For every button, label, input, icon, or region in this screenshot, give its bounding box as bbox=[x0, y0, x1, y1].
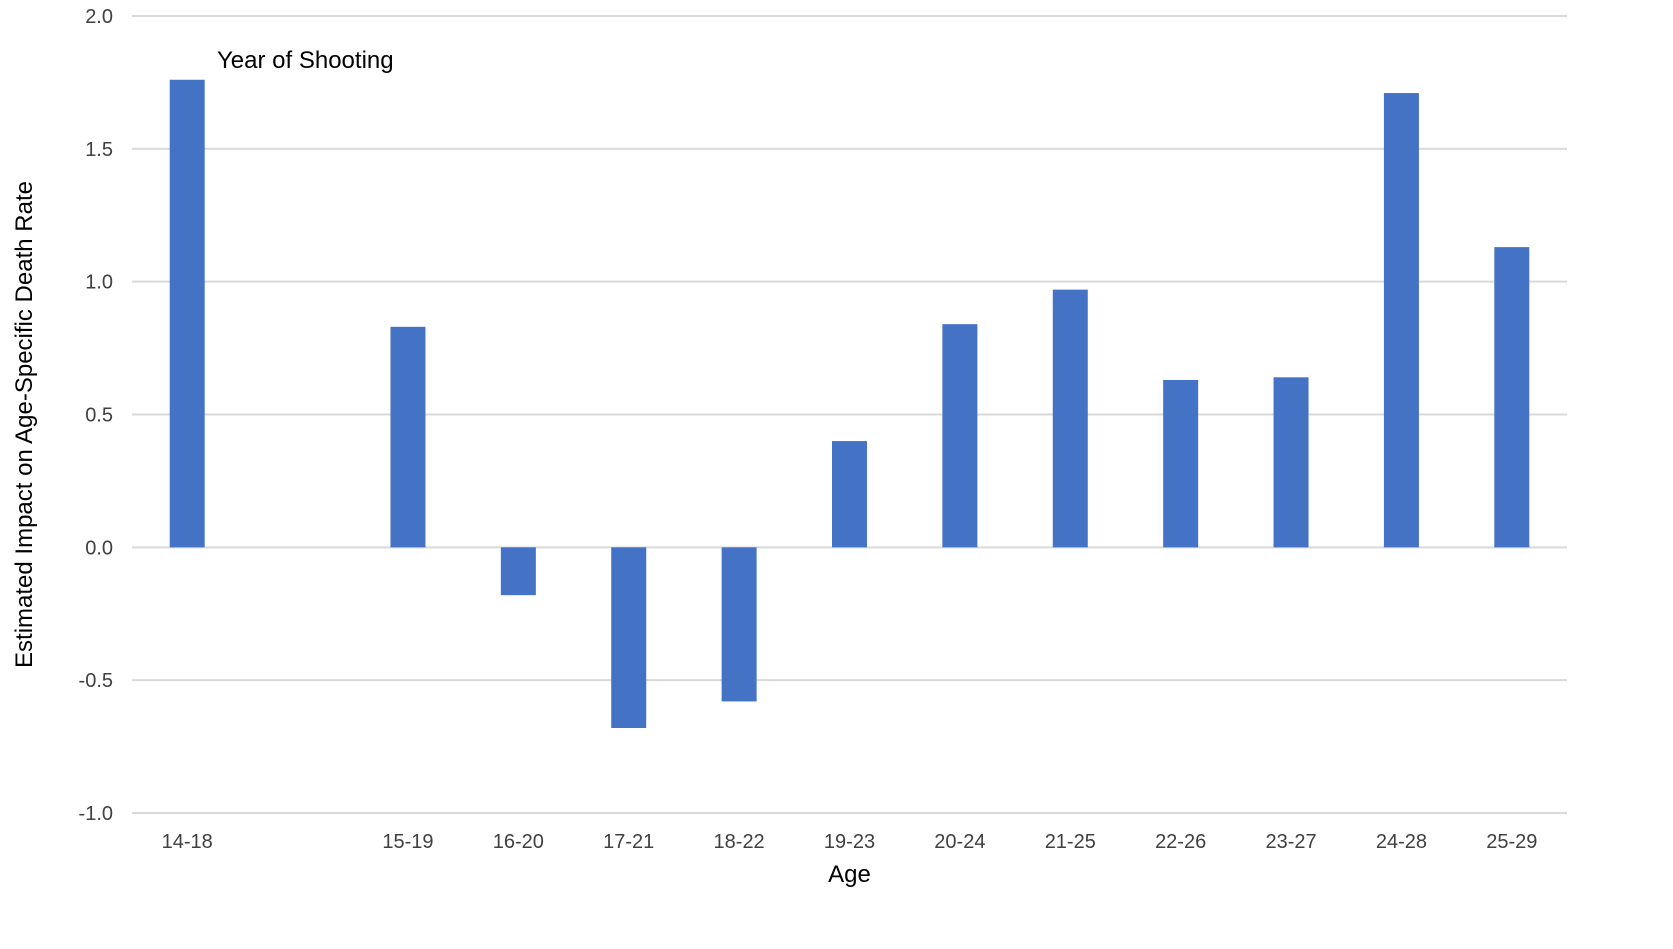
y-tick-label: 1.0 bbox=[85, 272, 113, 294]
x-tick-label: 14-18 bbox=[162, 831, 213, 853]
x-tick-label: 15-19 bbox=[382, 831, 433, 853]
bar bbox=[500, 547, 536, 596]
bar bbox=[390, 326, 426, 548]
bar bbox=[942, 324, 978, 548]
y-axis-title: Estimated Impact on Age-Specific Death R… bbox=[11, 181, 38, 668]
x-tick-label: 24-28 bbox=[1376, 831, 1427, 853]
y-tick-label: -1.0 bbox=[79, 803, 113, 825]
y-tick-label: 0.5 bbox=[85, 405, 113, 427]
bar bbox=[1494, 247, 1530, 548]
bar bbox=[1273, 377, 1309, 548]
x-tick-label: 16-20 bbox=[493, 831, 544, 853]
bar bbox=[1383, 93, 1419, 548]
x-tick-label: 23-27 bbox=[1265, 831, 1316, 853]
x-tick-label: 22-26 bbox=[1155, 831, 1206, 853]
x-axis-title: Age bbox=[828, 861, 871, 888]
bar bbox=[1163, 379, 1199, 548]
x-tick-label: 19-23 bbox=[824, 831, 875, 853]
bar bbox=[721, 547, 757, 702]
x-tick-label: 21-25 bbox=[1045, 831, 1096, 853]
x-tick-label: 20-24 bbox=[934, 831, 985, 853]
x-tick-label: 18-22 bbox=[714, 831, 765, 853]
bars bbox=[169, 79, 1530, 728]
annotation-year-of-shooting: Year of Shooting bbox=[217, 47, 394, 74]
bar bbox=[169, 79, 205, 548]
y-tick-label: 1.5 bbox=[85, 139, 113, 161]
bar bbox=[611, 547, 647, 728]
y-tick-label: 2.0 bbox=[85, 6, 113, 28]
y-tick-label: -0.5 bbox=[79, 670, 113, 692]
bar bbox=[832, 441, 867, 548]
x-tick-label: 17-21 bbox=[603, 831, 654, 853]
x-tick-labels: 14-18 15-19 16-20 17-21 18-22 19-23 20-24 21-25… bbox=[162, 831, 1538, 853]
gridlines bbox=[132, 15, 1567, 814]
y-tick-labels: 2.0 1.5 1.0 0.5 0.0 -0.5 -1.0 bbox=[79, 6, 113, 825]
x-tick-label: 25-29 bbox=[1486, 831, 1537, 853]
y-tick-label: 0.0 bbox=[85, 537, 113, 559]
bar bbox=[1052, 289, 1088, 548]
